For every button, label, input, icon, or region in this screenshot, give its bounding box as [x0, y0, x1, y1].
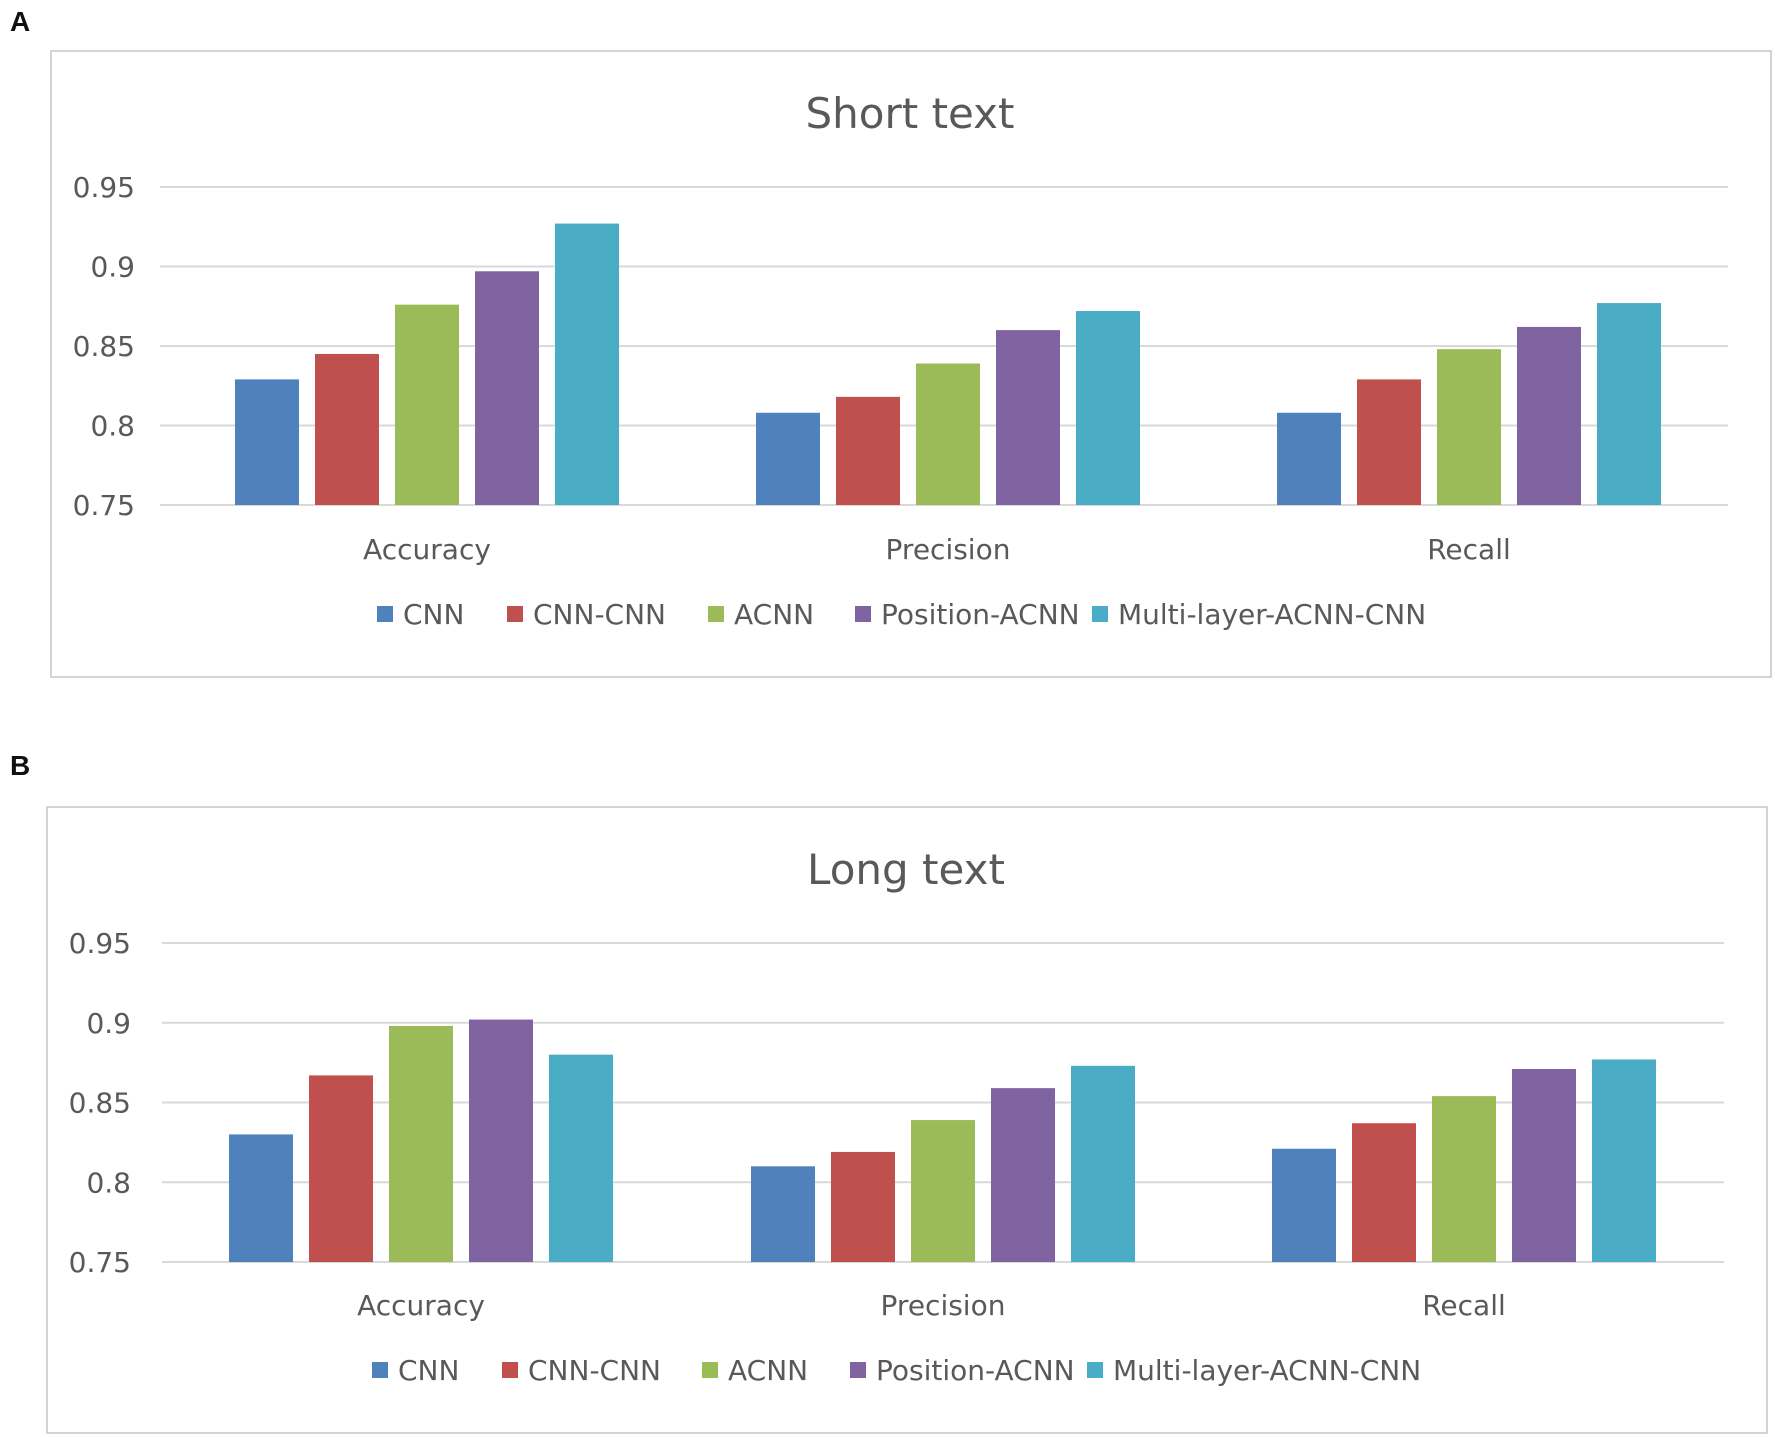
bar-cnn-cnn-recall [1357, 379, 1421, 505]
x-category-label: Precision [881, 1289, 1006, 1322]
legend-swatch-acnn [702, 1362, 718, 1378]
panel-label-a: A [10, 6, 31, 37]
y-tick-label: 0.85 [69, 1087, 131, 1120]
legend-label-cnn-cnn: CNN-CNN [533, 598, 666, 631]
legend-label-cnn-cnn: CNN-CNN [528, 1354, 661, 1387]
bar-position-acnn-recall [1512, 1069, 1576, 1262]
bar-cnn-cnn-precision [836, 396, 900, 505]
bar-multi-layer-acnn-cnn-precision [1071, 1065, 1135, 1262]
bar-cnn-precision [756, 412, 820, 505]
bar-position-acnn-accuracy [475, 271, 539, 505]
bar-cnn-cnn-precision [831, 1151, 895, 1262]
bar-cnn-cnn-accuracy [309, 1075, 373, 1262]
bar-multi-layer-acnn-cnn-recall [1597, 303, 1661, 505]
legend-swatch-cnn-cnn [507, 606, 523, 622]
x-category-label: Recall [1427, 533, 1511, 566]
bar-position-acnn-precision [996, 330, 1060, 505]
bar-cnn-recall [1277, 412, 1341, 505]
bar-acnn-accuracy [395, 304, 459, 505]
legend-label-acnn: ACNN [734, 598, 814, 631]
y-tick-label: 0.8 [86, 1166, 131, 1199]
x-category-label: Precision [886, 533, 1011, 566]
legend-label-position-acnn: Position-ACNN [881, 598, 1080, 631]
y-tick-label: 0.8 [90, 410, 135, 443]
bar-cnn-cnn-recall [1352, 1123, 1416, 1262]
bar-cnn-cnn-accuracy [315, 353, 379, 505]
y-tick-label: 0.95 [69, 927, 131, 960]
legend-swatch-acnn [708, 606, 724, 622]
bar-cnn-accuracy [235, 379, 299, 505]
x-category-label: Accuracy [363, 533, 491, 566]
legend-swatch-position-acnn [855, 606, 871, 622]
bar-acnn-recall [1437, 349, 1501, 505]
legend-swatch-multi-layer-acnn-cnn [1087, 1362, 1103, 1378]
panel-label-b: B [10, 750, 31, 781]
legend-label-position-acnn: Position-ACNN [876, 1354, 1075, 1387]
bar-acnn-precision [916, 363, 980, 505]
bar-position-acnn-accuracy [469, 1019, 533, 1262]
bar-acnn-accuracy [389, 1025, 453, 1262]
legend-swatch-cnn [372, 1362, 388, 1378]
chart-short-text: Short text 0.75 0.8 0.85 0.9 0.95 Accuracy Prec… [73, 89, 1728, 631]
chart-title: Short text [806, 89, 1015, 138]
legend-label-acnn: ACNN [728, 1354, 808, 1387]
bar-multi-layer-acnn-cnn-precision [1076, 311, 1140, 505]
bar-multi-layer-acnn-cnn-accuracy [555, 223, 619, 505]
legend-label-multi-layer-acnn-cnn: Multi-layer-ACNN-CNN [1118, 598, 1426, 631]
bar-cnn-accuracy [229, 1134, 293, 1262]
y-tick-label: 0.85 [73, 330, 135, 363]
legend-swatch-multi-layer-acnn-cnn [1092, 606, 1108, 622]
bar-acnn-precision [911, 1120, 975, 1262]
bar-cnn-precision [751, 1166, 815, 1262]
y-tick-label: 0.9 [86, 1007, 131, 1040]
bar-multi-layer-acnn-cnn-recall [1592, 1059, 1656, 1262]
y-tick-label: 0.95 [73, 171, 135, 204]
bar-cnn-recall [1272, 1148, 1336, 1262]
legend-label-cnn: CNN [403, 598, 464, 631]
y-tick-label: 0.75 [73, 489, 135, 522]
legend-swatch-cnn-cnn [502, 1362, 518, 1378]
chart-title: Long text [807, 845, 1005, 894]
legend-label-multi-layer-acnn-cnn: Multi-layer-ACNN-CNN [1113, 1354, 1421, 1387]
bar-position-acnn-precision [991, 1088, 1055, 1262]
y-tick-label: 0.75 [69, 1246, 131, 1279]
legend-label-cnn: CNN [398, 1354, 459, 1387]
y-tick-label: 0.9 [90, 251, 135, 284]
bar-multi-layer-acnn-cnn-accuracy [549, 1054, 613, 1262]
x-category-label: Recall [1422, 1289, 1506, 1322]
bar-position-acnn-recall [1517, 326, 1581, 505]
x-category-label: Accuracy [357, 1289, 485, 1322]
bar-acnn-recall [1432, 1096, 1496, 1262]
legend-swatch-position-acnn [850, 1362, 866, 1378]
legend-swatch-cnn [377, 606, 393, 622]
